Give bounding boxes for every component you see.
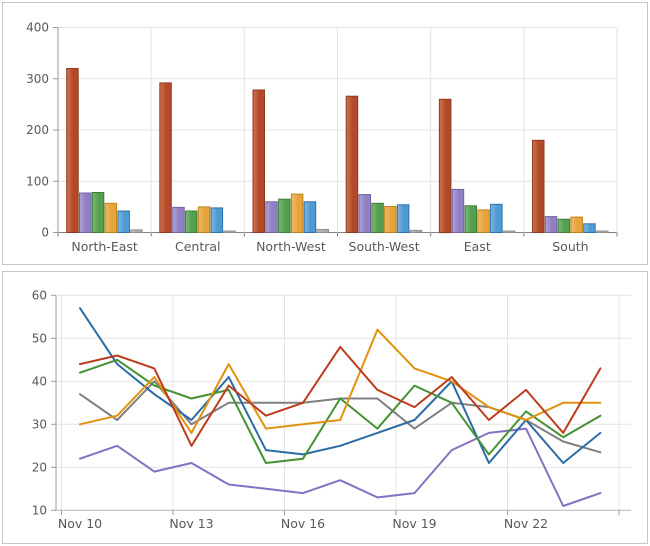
y-tick-label: 100 — [26, 174, 49, 188]
bar-gray-series — [130, 229, 143, 233]
bar-gray-series — [223, 230, 236, 233]
x-tick-label: Nov 16 — [281, 516, 325, 531]
bar-green-series — [371, 202, 384, 234]
bar-orange-series — [197, 206, 211, 233]
bar-green-series — [91, 192, 105, 233]
y-tick-label: 10 — [32, 503, 47, 517]
bar-gray-series — [409, 229, 423, 233]
bar-red-series — [438, 98, 452, 234]
bar-blue-series — [117, 210, 130, 233]
bar-red-series — [66, 68, 79, 233]
x-tick-label: Nov 13 — [169, 516, 213, 531]
bar-orange-series — [290, 193, 304, 234]
y-tick-label: 300 — [26, 72, 49, 86]
bar-chart-svg: 0 100 200 300 400 North-East Central North-West… — [26, 21, 618, 254]
bar-purple-series — [358, 194, 371, 234]
bar-green-series — [557, 218, 571, 233]
category-label: North-East — [71, 239, 138, 254]
bar-orange-series — [384, 205, 397, 233]
bar-blue-series — [210, 207, 224, 233]
category-label: North-West — [256, 239, 326, 254]
y-tick-label: 400 — [26, 21, 49, 35]
category-label: South-West — [349, 239, 420, 254]
line-chart-panel: 10 20 30 40 50 60 Nov 10 Nov 13 Nov 16 Nov 19 Nov … — [2, 271, 648, 544]
bar-chart-panel: 0 100 200 300 400 North-East Central North-West… — [2, 2, 648, 265]
bar-blue-series — [490, 203, 503, 234]
bar-red-series — [345, 95, 359, 233]
bar-blue-series — [396, 204, 410, 234]
bar-gray-series — [316, 228, 329, 233]
x-tick-label: Nov 10 — [58, 516, 102, 531]
bar-red-series — [532, 139, 545, 233]
category-label: East — [464, 239, 491, 254]
bar-purple-series — [79, 192, 92, 233]
bar-gray-series — [502, 230, 516, 233]
y-tick-label: 200 — [26, 123, 49, 137]
bar-orange-series — [104, 202, 118, 234]
purple-line — [79, 427, 602, 507]
y-tick-label: 50 — [32, 331, 47, 345]
green-line — [79, 358, 602, 464]
blue-line — [79, 307, 602, 464]
bar-green-series — [464, 205, 477, 233]
x-tick-label: Nov 22 — [504, 516, 548, 531]
bar-red-series — [159, 82, 172, 234]
bar-green-series — [184, 210, 198, 233]
line-chart-svg: 10 20 30 40 50 60 Nov 10 Nov 13 Nov 16 Nov 19 Nov … — [32, 288, 631, 531]
x-tick-label: Nov 19 — [392, 516, 436, 531]
bar-orange-series — [570, 216, 583, 234]
red-line — [79, 345, 602, 447]
bar-orange-series — [477, 209, 490, 233]
bar-blue-series — [583, 223, 596, 234]
category-label: South — [552, 239, 588, 254]
bar-purple-series — [265, 201, 278, 234]
bar-red-series — [252, 89, 265, 233]
y-tick-label: 60 — [32, 288, 47, 302]
y-tick-label: 0 — [41, 226, 49, 240]
y-tick-label: 30 — [32, 417, 47, 431]
bar-gray-series — [596, 230, 609, 233]
bar-green-series — [278, 198, 291, 233]
category-label: Central — [175, 239, 221, 254]
y-tick-label: 40 — [32, 374, 47, 388]
bar-blue-series — [303, 201, 317, 234]
bar-purple-series — [544, 216, 558, 234]
y-tick-label: 20 — [32, 460, 47, 474]
bar-purple-series — [451, 188, 465, 233]
bar-purple-series — [172, 206, 185, 233]
